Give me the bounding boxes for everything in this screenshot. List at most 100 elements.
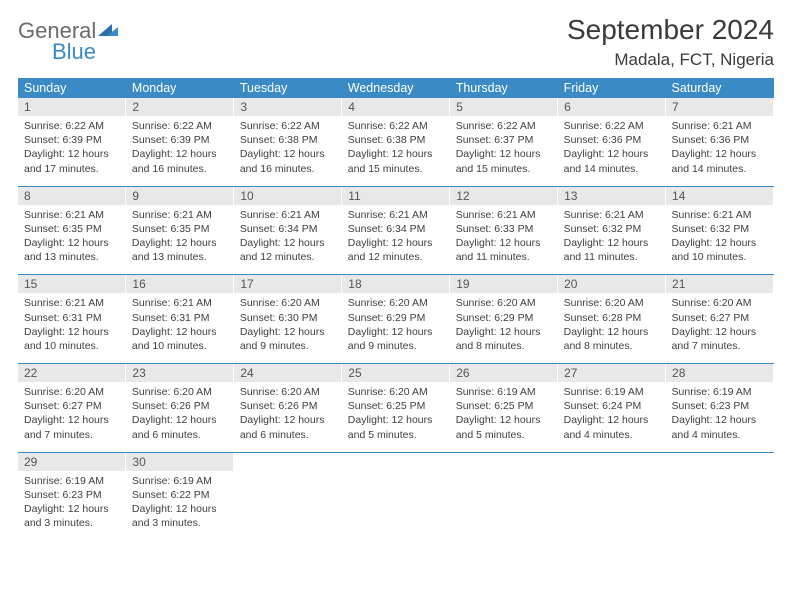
weekday-header: Friday — [558, 78, 666, 98]
sunset-line: Sunset: 6:26 PM — [240, 399, 336, 413]
day-detail-cell: Sunrise: 6:22 AMSunset: 6:39 PMDaylight:… — [18, 116, 126, 186]
sunset-line: Sunset: 6:27 PM — [672, 311, 768, 325]
sunrise-line: Sunrise: 6:21 AM — [24, 208, 120, 222]
day-number-row: 1234567 — [18, 98, 774, 116]
sunset-line: Sunset: 6:28 PM — [564, 311, 660, 325]
daylight-line: Daylight: 12 hours and 16 minutes. — [132, 147, 228, 175]
day-detail-cell — [342, 471, 450, 541]
sunset-line: Sunset: 6:33 PM — [456, 222, 552, 236]
sunrise-line: Sunrise: 6:22 AM — [564, 119, 660, 133]
sunrise-line: Sunrise: 6:22 AM — [132, 119, 228, 133]
weekday-header: Saturday — [666, 78, 774, 98]
weekday-header: Wednesday — [342, 78, 450, 98]
day-detail-cell: Sunrise: 6:22 AMSunset: 6:36 PMDaylight:… — [558, 116, 666, 186]
daylight-line: Daylight: 12 hours and 3 minutes. — [132, 502, 228, 530]
day-detail-cell: Sunrise: 6:21 AMSunset: 6:32 PMDaylight:… — [558, 205, 666, 275]
sunset-line: Sunset: 6:34 PM — [348, 222, 444, 236]
sunrise-line: Sunrise: 6:19 AM — [132, 474, 228, 488]
day-number-cell: 11 — [342, 187, 450, 205]
day-number-cell — [558, 453, 666, 471]
day-number-cell: 4 — [342, 98, 450, 116]
sunset-line: Sunset: 6:22 PM — [132, 488, 228, 502]
day-detail-cell: Sunrise: 6:19 AMSunset: 6:23 PMDaylight:… — [18, 471, 126, 541]
weekday-header: Tuesday — [234, 78, 342, 98]
day-detail-cell: Sunrise: 6:21 AMSunset: 6:35 PMDaylight:… — [18, 205, 126, 275]
sunrise-line: Sunrise: 6:22 AM — [240, 119, 336, 133]
daylight-line: Daylight: 12 hours and 7 minutes. — [672, 325, 768, 353]
weekday-header-row: Sunday Monday Tuesday Wednesday Thursday… — [18, 78, 774, 98]
daylight-line: Daylight: 12 hours and 5 minutes. — [456, 413, 552, 441]
sunset-line: Sunset: 6:34 PM — [240, 222, 336, 236]
day-detail-cell — [450, 471, 558, 541]
day-number-cell — [342, 453, 450, 471]
sunrise-line: Sunrise: 6:20 AM — [132, 385, 228, 399]
day-detail-cell: Sunrise: 6:20 AMSunset: 6:25 PMDaylight:… — [342, 382, 450, 452]
day-number-cell: 7 — [666, 98, 774, 116]
day-detail-cell: Sunrise: 6:21 AMSunset: 6:35 PMDaylight:… — [126, 205, 234, 275]
sunrise-line: Sunrise: 6:22 AM — [348, 119, 444, 133]
day-detail-cell: Sunrise: 6:21 AMSunset: 6:32 PMDaylight:… — [666, 205, 774, 275]
daylight-line: Daylight: 12 hours and 3 minutes. — [24, 502, 120, 530]
sunset-line: Sunset: 6:31 PM — [24, 311, 120, 325]
day-number-cell: 1 — [18, 98, 126, 116]
sunset-line: Sunset: 6:36 PM — [564, 133, 660, 147]
sunrise-line: Sunrise: 6:20 AM — [240, 385, 336, 399]
day-detail-row: Sunrise: 6:21 AMSunset: 6:35 PMDaylight:… — [18, 205, 774, 275]
sunrise-line: Sunrise: 6:21 AM — [348, 208, 444, 222]
sunset-line: Sunset: 6:32 PM — [672, 222, 768, 236]
sunrise-line: Sunrise: 6:19 AM — [672, 385, 768, 399]
daylight-line: Daylight: 12 hours and 15 minutes. — [348, 147, 444, 175]
sunrise-line: Sunrise: 6:20 AM — [564, 296, 660, 310]
daylight-line: Daylight: 12 hours and 9 minutes. — [348, 325, 444, 353]
sunrise-line: Sunrise: 6:20 AM — [240, 296, 336, 310]
day-detail-cell: Sunrise: 6:22 AMSunset: 6:38 PMDaylight:… — [234, 116, 342, 186]
day-number-cell — [234, 453, 342, 471]
day-number-row: 2930 — [18, 453, 774, 471]
day-detail-cell: Sunrise: 6:22 AMSunset: 6:37 PMDaylight:… — [450, 116, 558, 186]
sunset-line: Sunset: 6:32 PM — [564, 222, 660, 236]
day-number-row: 891011121314 — [18, 187, 774, 205]
day-number-cell — [666, 453, 774, 471]
day-detail-cell: Sunrise: 6:20 AMSunset: 6:28 PMDaylight:… — [558, 293, 666, 363]
sunrise-line: Sunrise: 6:21 AM — [24, 296, 120, 310]
sunset-line: Sunset: 6:24 PM — [564, 399, 660, 413]
day-detail-cell: Sunrise: 6:21 AMSunset: 6:33 PMDaylight:… — [450, 205, 558, 275]
daylight-line: Daylight: 12 hours and 17 minutes. — [24, 147, 120, 175]
sunset-line: Sunset: 6:37 PM — [456, 133, 552, 147]
daylight-line: Daylight: 12 hours and 5 minutes. — [348, 413, 444, 441]
day-number-cell: 20 — [558, 275, 666, 293]
day-number-cell: 30 — [126, 453, 234, 471]
sunrise-line: Sunrise: 6:21 AM — [456, 208, 552, 222]
day-number-cell — [450, 453, 558, 471]
sunset-line: Sunset: 6:39 PM — [132, 133, 228, 147]
calendar-body: 1234567Sunrise: 6:22 AMSunset: 6:39 PMDa… — [18, 98, 774, 540]
sunset-line: Sunset: 6:36 PM — [672, 133, 768, 147]
day-number-cell: 19 — [450, 275, 558, 293]
sunrise-line: Sunrise: 6:21 AM — [240, 208, 336, 222]
day-detail-cell: Sunrise: 6:21 AMSunset: 6:36 PMDaylight:… — [666, 116, 774, 186]
daylight-line: Daylight: 12 hours and 8 minutes. — [456, 325, 552, 353]
sunrise-line: Sunrise: 6:21 AM — [672, 208, 768, 222]
sunrise-line: Sunrise: 6:19 AM — [564, 385, 660, 399]
sunrise-line: Sunrise: 6:20 AM — [672, 296, 768, 310]
day-number-cell: 12 — [450, 187, 558, 205]
day-detail-cell: Sunrise: 6:22 AMSunset: 6:39 PMDaylight:… — [126, 116, 234, 186]
day-detail-cell — [558, 471, 666, 541]
day-detail-row: Sunrise: 6:22 AMSunset: 6:39 PMDaylight:… — [18, 116, 774, 186]
daylight-line: Daylight: 12 hours and 8 minutes. — [564, 325, 660, 353]
sunset-line: Sunset: 6:23 PM — [672, 399, 768, 413]
day-number-cell: 29 — [18, 453, 126, 471]
daylight-line: Daylight: 12 hours and 11 minutes. — [564, 236, 660, 264]
day-detail-cell: Sunrise: 6:21 AMSunset: 6:34 PMDaylight:… — [342, 205, 450, 275]
weekday-header: Monday — [126, 78, 234, 98]
day-detail-cell: Sunrise: 6:20 AMSunset: 6:27 PMDaylight:… — [18, 382, 126, 452]
daylight-line: Daylight: 12 hours and 7 minutes. — [24, 413, 120, 441]
sunrise-line: Sunrise: 6:21 AM — [132, 296, 228, 310]
sunset-line: Sunset: 6:29 PM — [348, 311, 444, 325]
sunrise-line: Sunrise: 6:22 AM — [456, 119, 552, 133]
day-number-cell: 22 — [18, 364, 126, 382]
day-detail-cell: Sunrise: 6:19 AMSunset: 6:24 PMDaylight:… — [558, 382, 666, 452]
day-number-cell: 8 — [18, 187, 126, 205]
day-detail-row: Sunrise: 6:21 AMSunset: 6:31 PMDaylight:… — [18, 293, 774, 363]
day-detail-cell: Sunrise: 6:19 AMSunset: 6:23 PMDaylight:… — [666, 382, 774, 452]
